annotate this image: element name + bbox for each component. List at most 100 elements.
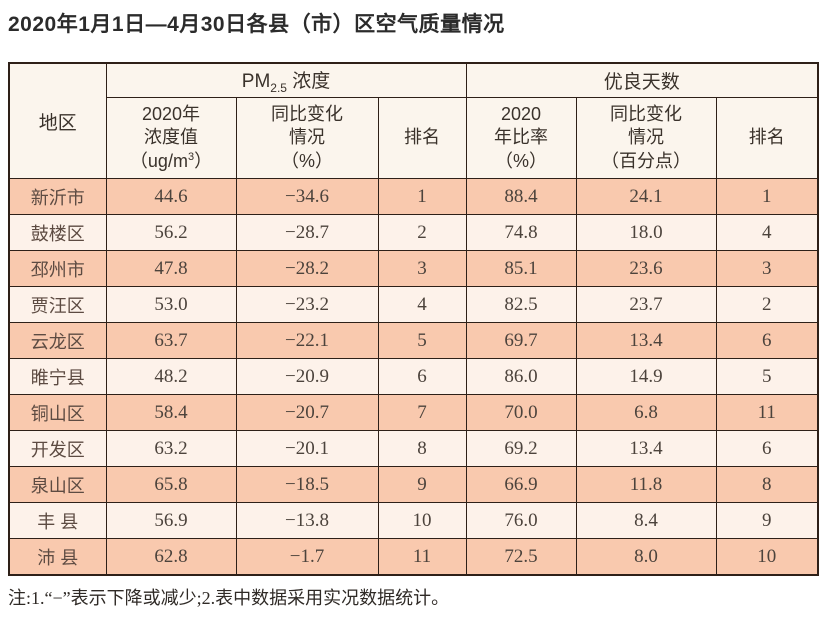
unit-text: ） — [194, 150, 213, 171]
pm-value-cell: 47.8 — [105, 250, 237, 287]
good-ratio-cell: 76.0 — [465, 502, 577, 539]
table-row: 铜山区 58.4 −20.7 7 70.0 6.8 11 — [8, 394, 819, 431]
page-title: 2020年1月1日—4月30日各县（市）区空气质量情况 — [8, 13, 505, 36]
good-change-cell: 23.7 — [575, 286, 717, 323]
pm-value-cell: 56.9 — [105, 502, 237, 539]
pm-change-cell: −20.1 — [235, 430, 379, 467]
pm-value-cell: 63.2 — [105, 430, 237, 467]
good-change-cell: 6.8 — [575, 394, 717, 431]
pm-rank-cell: 11 — [377, 538, 467, 576]
table-row: 邳州市 47.8 −28.2 3 85.1 23.6 3 — [8, 250, 819, 287]
good-ratio-cell: 69.2 — [465, 430, 577, 467]
good-change-cell: 8.4 — [575, 502, 717, 539]
pm-change-cell: −13.8 — [235, 502, 379, 539]
pm-change-cell: −23.2 — [235, 286, 379, 323]
good-rank-cell: 9 — [715, 502, 819, 539]
column-header-region: 地区 — [8, 62, 107, 179]
good-change-cell: 11.8 — [575, 466, 717, 503]
good-rank-cell: 11 — [715, 394, 819, 431]
region-cell: 泉山区 — [8, 466, 107, 503]
pm-rank-cell: 7 — [377, 394, 467, 431]
pm-value-cell: 56.2 — [105, 214, 237, 251]
column-header-pm-rank: 排名 — [377, 97, 467, 179]
table-header: 地区 PM2.5 浓度 优良天数 2020年 浓度值 （ug/m3） 同比变化 … — [8, 62, 819, 179]
pm-rank-cell: 3 — [377, 250, 467, 287]
pm-rank-cell: 5 — [377, 322, 467, 359]
header-line: 2020年 — [141, 103, 201, 124]
header-line: （%） — [495, 150, 548, 171]
region-cell: 新沂市 — [8, 178, 107, 215]
header-line: （ug/m3） — [107, 150, 235, 173]
pm-value-cell: 63.7 — [105, 322, 237, 359]
good-change-cell: 23.6 — [575, 250, 717, 287]
header-line: 情况 — [289, 127, 325, 148]
pm25-label-prefix: PM — [241, 71, 271, 93]
pm-value-cell: 62.8 — [105, 538, 237, 576]
region-cell: 睢宁县 — [8, 358, 107, 395]
air-quality-table: 地区 PM2.5 浓度 优良天数 2020年 浓度值 （ug/m3） 同比变化 … — [8, 62, 820, 576]
unit-superscript: 3 — [187, 150, 195, 163]
header-line: 同比变化 — [610, 103, 683, 124]
good-rank-cell: 10 — [715, 538, 819, 576]
good-change-cell: 24.1 — [575, 178, 717, 215]
region-cell: 鼓楼区 — [8, 214, 107, 251]
group-header-pm25: PM2.5 浓度 — [105, 62, 467, 98]
pm-change-cell: −20.7 — [235, 394, 379, 431]
region-cell: 开发区 — [8, 430, 107, 467]
good-ratio-cell: 86.0 — [465, 358, 577, 395]
pm25-label-suffix: 浓度 — [286, 71, 331, 93]
region-cell: 云龙区 — [8, 322, 107, 359]
pm-change-cell: −1.7 — [235, 538, 379, 576]
good-rank-cell: 1 — [715, 178, 819, 215]
pm-value-cell: 58.4 — [105, 394, 237, 431]
good-rank-cell: 6 — [715, 322, 819, 359]
good-rank-cell: 6 — [715, 430, 819, 467]
header-line: （%） — [280, 150, 333, 171]
region-cell: 贾汪区 — [8, 286, 107, 323]
region-cell: 邳州市 — [8, 250, 107, 287]
header-line: 年比率 — [494, 127, 549, 148]
table-row: 睢宁县 48.2 −20.9 6 86.0 14.9 5 — [8, 358, 819, 395]
header-line: 2020 — [501, 103, 542, 124]
table-body: 新沂市 44.6 −34.6 1 88.4 24.1 1 鼓楼区 56.2 −28.7 2 74.8 1… — [8, 178, 819, 576]
good-change-cell: 14.9 — [575, 358, 717, 395]
column-header-good-ratio: 2020 年比率 （%） — [465, 97, 577, 179]
pm-rank-cell: 8 — [377, 430, 467, 467]
good-rank-cell: 5 — [715, 358, 819, 395]
good-ratio-cell: 69.7 — [465, 322, 577, 359]
good-ratio-cell: 72.5 — [465, 538, 577, 576]
pm-rank-cell: 2 — [377, 214, 467, 251]
good-change-cell: 13.4 — [575, 430, 717, 467]
column-header-good-rank: 排名 — [715, 97, 819, 179]
pm-value-cell: 44.6 — [105, 178, 237, 215]
group-header-row: 地区 PM2.5 浓度 优良天数 — [8, 62, 819, 179]
header-line: 情况 — [628, 127, 665, 148]
header-line: 浓度值 — [144, 127, 198, 148]
good-ratio-cell: 85.1 — [465, 250, 577, 287]
column-header-pm-value: 2020年 浓度值 （ug/m3） — [105, 97, 237, 179]
group-header-good-days: 优良天数 — [465, 62, 819, 98]
pm-change-cell: −18.5 — [235, 466, 379, 503]
good-change-cell: 18.0 — [575, 214, 717, 251]
table-row: 贾汪区 53.0 −23.2 4 82.5 23.7 2 — [8, 286, 819, 323]
pm-rank-cell: 9 — [377, 466, 467, 503]
header-line: 同比变化 — [271, 103, 343, 124]
region-cell: 沛 县 — [8, 538, 107, 576]
footnote: 注:1.“−”表示下降或减少;2.表中数据采用实况数据统计。 — [8, 588, 450, 608]
pm-value-cell: 53.0 — [105, 286, 237, 323]
column-header-pm-change: 同比变化 情况 （%） — [235, 97, 379, 179]
table-row: 开发区 63.2 −20.1 8 69.2 13.4 6 — [8, 430, 819, 467]
good-ratio-cell: 66.9 — [465, 466, 577, 503]
pm-rank-cell: 10 — [377, 502, 467, 539]
pm25-label-subscript: 2.5 — [270, 80, 287, 95]
table-row: 泉山区 65.8 −18.5 9 66.9 11.8 8 — [8, 466, 819, 503]
good-change-cell: 13.4 — [575, 322, 717, 359]
good-ratio-cell: 82.5 — [465, 286, 577, 323]
good-ratio-cell: 70.0 — [465, 394, 577, 431]
good-rank-cell: 4 — [715, 214, 819, 251]
good-rank-cell: 2 — [715, 286, 819, 323]
header-line: （百分点） — [601, 150, 692, 171]
good-ratio-cell: 74.8 — [465, 214, 577, 251]
pm-change-cell: −28.7 — [235, 214, 379, 251]
